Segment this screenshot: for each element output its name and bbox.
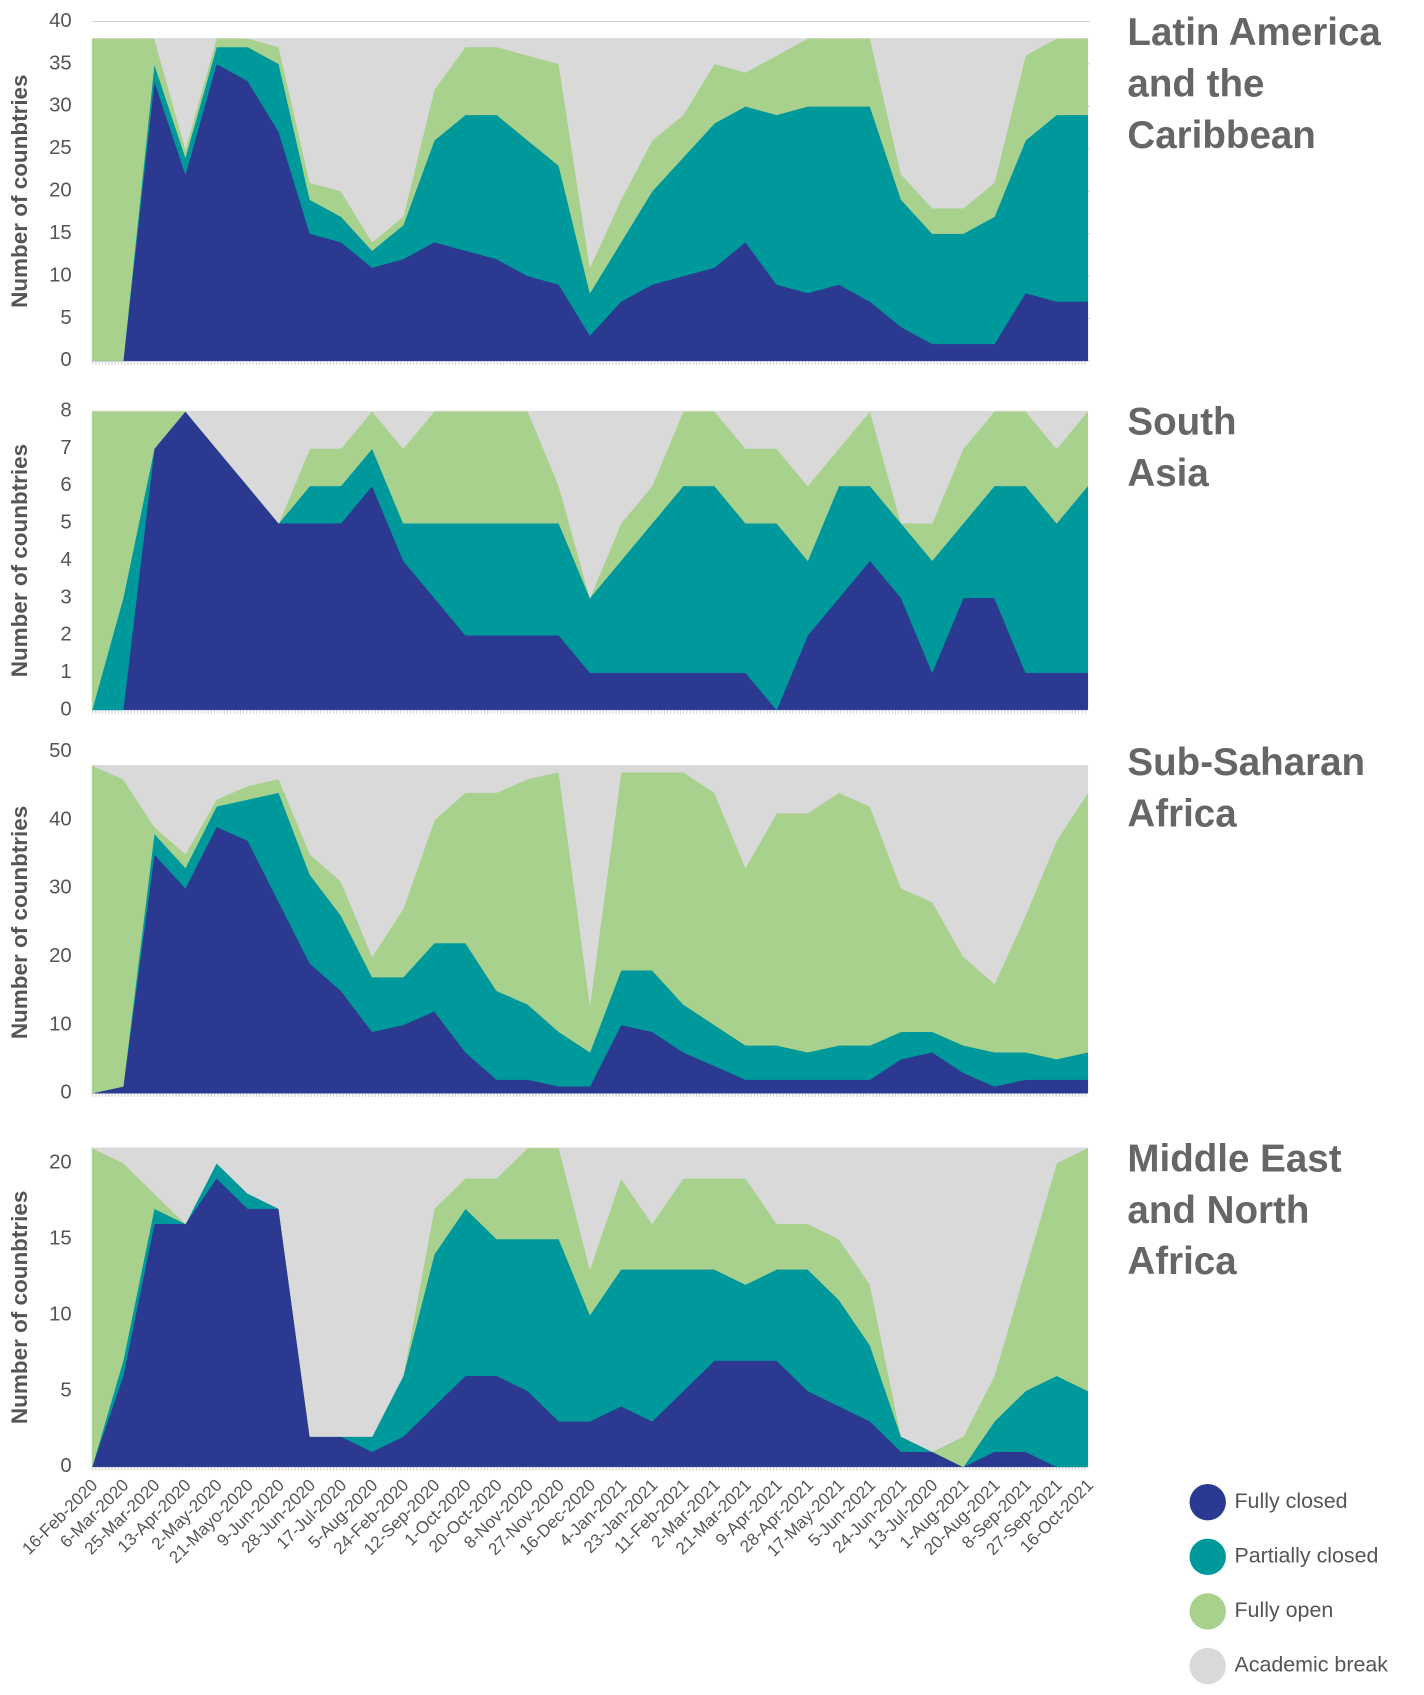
legend-swatch (1189, 1593, 1226, 1630)
y-tick-label: 10 (49, 1013, 72, 1035)
y-axis-label: Number of counbtries (7, 806, 32, 1039)
area-academic-break (91, 1147, 1088, 1452)
y-tick-label: 15 (49, 222, 72, 244)
legend-label: Academic break (1234, 1653, 1388, 1677)
y-axis-label: Number of counbtries (7, 1191, 32, 1424)
y-tick-label: 1 (60, 661, 71, 683)
y-tick-label: 7 (60, 437, 71, 459)
y-tick-label: 3 (60, 586, 71, 608)
legend-label: Fully open (1234, 1598, 1333, 1622)
y-tick-label: 15 (49, 1227, 72, 1249)
legend-label: Fully closed (1234, 1489, 1347, 1513)
y-tick-label: 10 (49, 1303, 72, 1325)
panel-title: Africa (1127, 1240, 1237, 1283)
panel: 0 1 2 3 4 5 6 7 8 Number of counbtries South Asia (7, 400, 1237, 721)
y-tick-label: 30 (49, 95, 72, 117)
y-tick-label: 20 (49, 180, 72, 202)
y-tick-label: 6 (60, 474, 71, 496)
y-axis-label: Number of counbtries (7, 444, 32, 677)
legend-swatch (1189, 1647, 1226, 1685)
y-tick-label: 5 (60, 512, 71, 534)
y-tick-label: 10 (49, 264, 72, 286)
panel-title: and North (1127, 1189, 1309, 1232)
y-tick-label: 50 (49, 740, 72, 762)
panel-title: Sub-Saharan (1127, 741, 1365, 784)
area-academic-break (91, 765, 1089, 1005)
y-tick-label: 0 (60, 698, 71, 720)
y-tick-label: 20 (49, 1151, 72, 1173)
area-academic-break (92, 410, 1089, 599)
panel: 0 5 10 15 20 Number of counbtries Middle East a… (7, 1137, 1342, 1477)
y-tick-label: 40 (49, 808, 72, 830)
panel-title: Caribbean (1127, 114, 1315, 157)
panel-title: and the (1127, 62, 1264, 105)
y-tick-label: 30 (49, 877, 72, 899)
panel-title: Africa (1127, 793, 1237, 836)
y-tick-label: 2 (60, 624, 71, 646)
y-tick-label: 5 (60, 307, 71, 329)
panel-title: Latin America (1127, 11, 1381, 54)
y-tick-label: 4 (60, 549, 71, 571)
y-tick-label: 5 (60, 1379, 71, 1401)
y-tick-label: 40 (49, 10, 72, 32)
panel: 0 5 10 15 20 25 30 35 40 Number of counbtries Lati… (7, 10, 1382, 371)
y-axis-label: Number of counbtries (7, 74, 32, 307)
legend-swatch (1189, 1484, 1226, 1521)
panel: 0 10 20 30 40 50 Number of counbtries Sub-Sahar… (7, 740, 1365, 1104)
legend-label: Partially closed (1234, 1543, 1378, 1567)
area-academic-break (92, 38, 1088, 269)
panel-title: Middle East (1127, 1137, 1341, 1180)
legend-swatch (1189, 1538, 1226, 1576)
panel-title: South (1127, 401, 1236, 444)
y-tick-label: 0 (60, 1455, 71, 1477)
y-tick-label: 20 (49, 945, 72, 967)
y-tick-label: 0 (60, 1082, 71, 1104)
y-tick-label: 0 (60, 349, 71, 371)
y-tick-label: 35 (49, 52, 72, 74)
panel-title: Asia (1127, 452, 1209, 495)
y-tick-label: 8 (60, 400, 71, 422)
y-tick-label: 25 (49, 137, 72, 159)
